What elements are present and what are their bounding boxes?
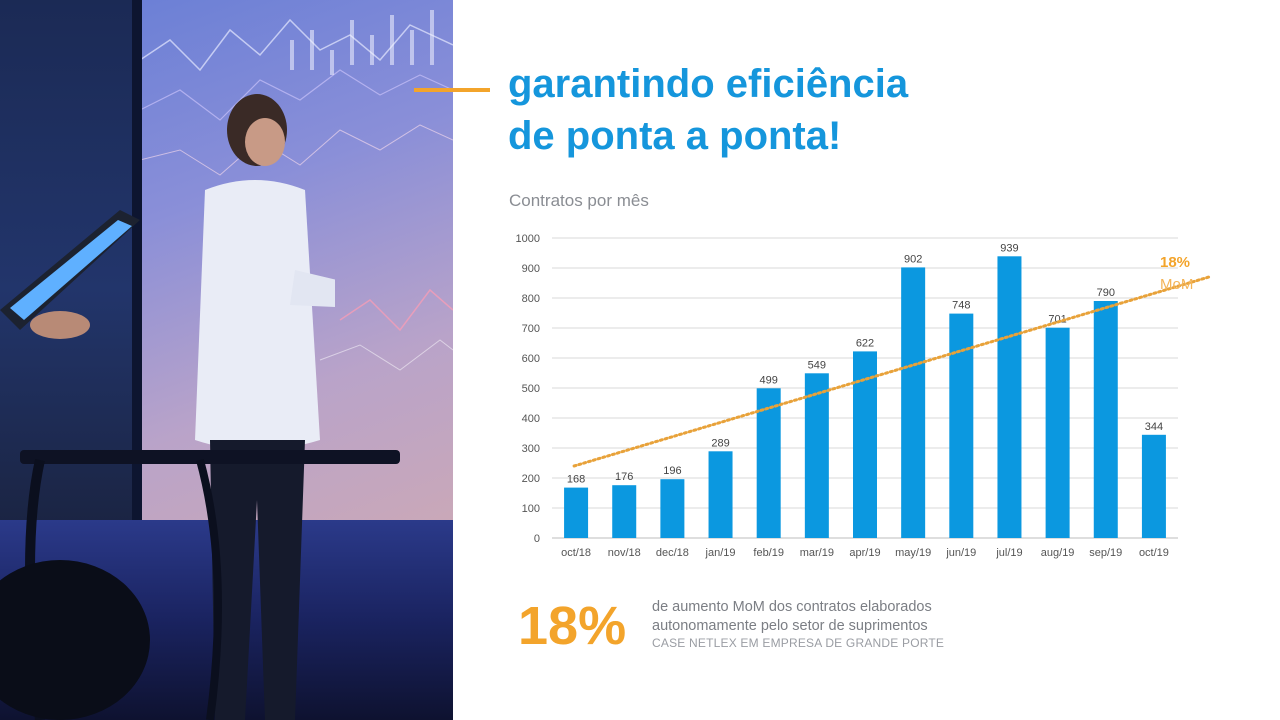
trend-label-text: MoM: [1160, 276, 1193, 293]
y-tick-label: 700: [522, 323, 540, 335]
bar-dec-18: [660, 479, 685, 538]
y-tick-label: 300: [522, 443, 540, 455]
x-tick-label: feb/19: [753, 547, 784, 559]
data-label: 939: [1000, 242, 1018, 254]
data-label: 549: [808, 359, 826, 371]
tablet-device: [0, 210, 140, 339]
x-tick-label: mar/19: [800, 547, 834, 559]
x-tick-label: jul/19: [995, 547, 1022, 559]
bar-sep-19: [1093, 301, 1118, 538]
y-tick-label: 800: [522, 293, 540, 305]
data-label: 790: [1097, 287, 1115, 299]
x-tick-label: nov/18: [608, 547, 641, 559]
data-label: 196: [663, 465, 681, 477]
y-tick-label: 1000: [516, 233, 540, 245]
y-tick-label: 100: [522, 503, 540, 515]
x-tick-label: jun/19: [945, 547, 976, 559]
headline-accent-line: [414, 88, 490, 92]
bar-oct-19: [1141, 434, 1166, 538]
bar-nov-18: [612, 485, 637, 538]
stat-value: 18%: [518, 596, 627, 656]
bar-jan-19: [708, 451, 733, 538]
y-tick-label: 200: [522, 473, 540, 485]
data-label: 168: [567, 474, 585, 486]
x-tick-label: jan/19: [705, 547, 736, 559]
x-tick-label: oct/19: [1139, 547, 1169, 559]
data-label: 176: [615, 471, 633, 483]
y-tick-label: 900: [522, 263, 540, 275]
y-tick-label: 0: [534, 533, 540, 545]
headline: garantindo eficiência de ponta a ponta!: [508, 58, 1208, 162]
bar-jul-19: [997, 256, 1022, 538]
stat-line-2: autonomamente pelo setor de suprimentos: [652, 618, 928, 634]
chart-subtitle: Contratos por mês: [509, 191, 649, 210]
presenter-photo: [0, 0, 453, 720]
bar-mar-19: [804, 373, 829, 538]
headline-line-2: de ponta a ponta!: [508, 114, 842, 158]
trend-label-value: 18%: [1160, 254, 1190, 271]
bar-chart: 0 100 200 300 400 500 600 700 800 900 1000 168 176 1…: [516, 233, 1211, 559]
data-label: 748: [952, 300, 970, 312]
x-axis-ticks: oct/18 nov/18 dec/18 jan/19 feb/19 mar/19 apr/…: [561, 547, 1169, 559]
presenter-figure: [195, 94, 335, 720]
data-label: 622: [856, 337, 874, 349]
y-axis-ticks: 0 100 200 300 400 500 600 700 800 900 1000: [516, 233, 540, 545]
trendline: 18% MoM: [572, 254, 1211, 468]
y-tick-label: 500: [522, 383, 540, 395]
y-tick-label: 400: [522, 413, 540, 425]
headline-line-1: garantindo eficiência: [508, 62, 909, 106]
data-label: 499: [760, 374, 778, 386]
projected-chart-lines: [140, 10, 453, 371]
bar-may-19: [901, 267, 926, 538]
audience-chairs: [0, 450, 400, 720]
x-tick-label: dec/18: [656, 547, 689, 559]
data-label: 344: [1145, 421, 1163, 433]
y-tick-label: 600: [522, 353, 540, 365]
screen-frame: [132, 0, 142, 525]
x-tick-label: aug/19: [1041, 547, 1075, 559]
stat-line-1: de aumento MoM dos contratos elaborados: [652, 599, 932, 615]
x-tick-label: oct/18: [561, 547, 591, 559]
data-label: 289: [711, 437, 729, 449]
stat-description: de aumento MoM dos contratos elaborados …: [652, 598, 944, 650]
data-label: 902: [904, 253, 922, 265]
bar-oct-18: [564, 487, 589, 538]
chart-bars: [564, 256, 1166, 538]
bar-feb-19: [756, 388, 781, 538]
x-tick-label: apr/19: [849, 547, 880, 559]
stat-source: CASE NETLEX EM EMPRESA DE GRANDE PORTE: [652, 636, 945, 650]
x-tick-label: may/19: [895, 547, 931, 559]
x-tick-label: sep/19: [1089, 547, 1122, 559]
bar-aug-19: [1045, 327, 1070, 538]
trendline-line: [572, 275, 1211, 468]
